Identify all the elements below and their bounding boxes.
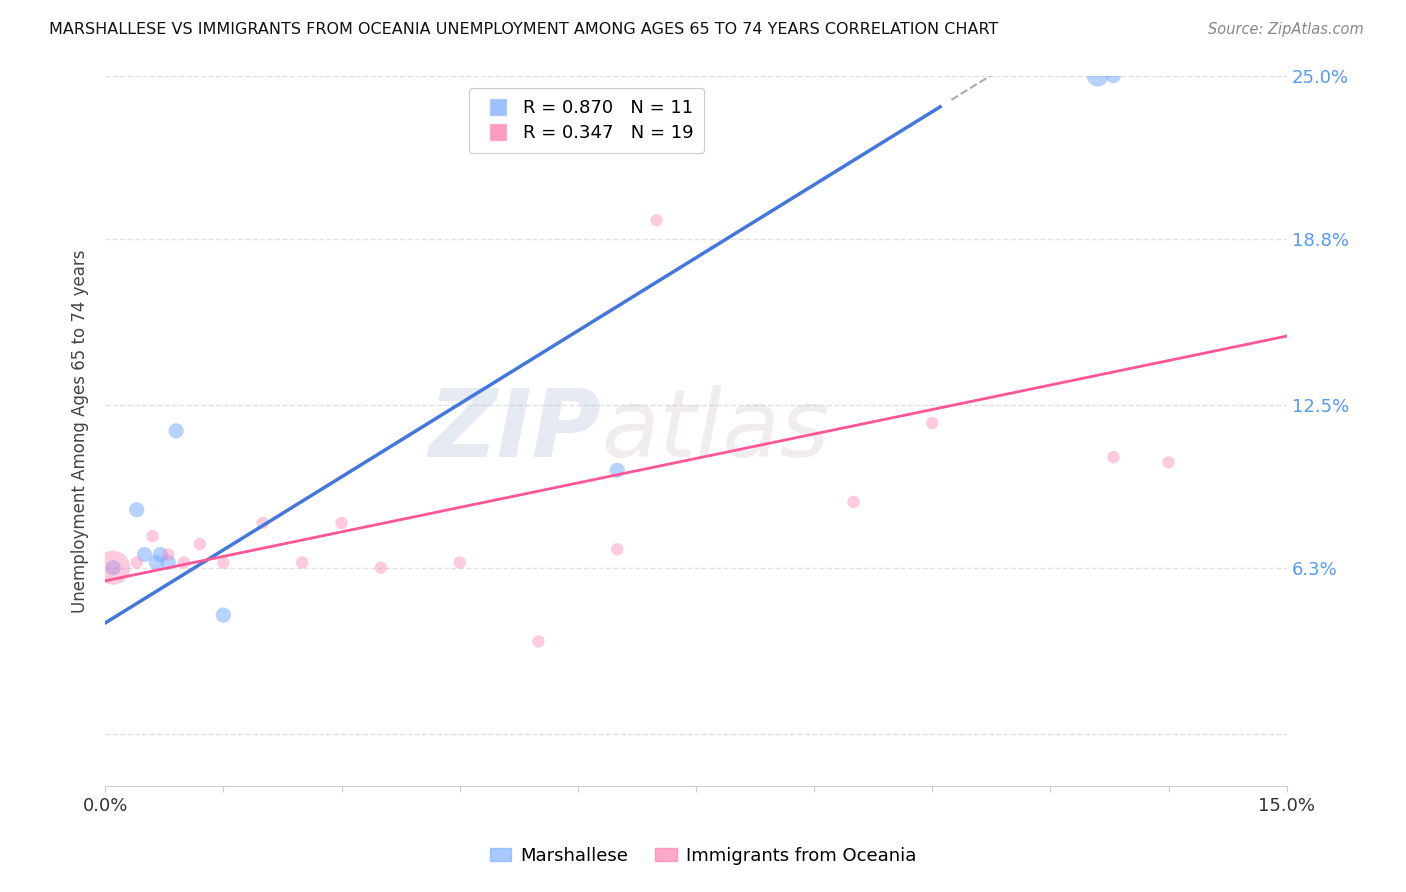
Point <box>291 556 314 570</box>
Point <box>842 495 865 509</box>
Point <box>1102 69 1125 83</box>
Point <box>330 516 353 530</box>
Point <box>101 560 124 574</box>
Point <box>606 542 628 557</box>
Text: atlas: atlas <box>602 385 830 476</box>
Point <box>157 548 180 562</box>
Legend: R = 0.870   N = 11, R = 0.347   N = 19: R = 0.870 N = 11, R = 0.347 N = 19 <box>468 88 704 153</box>
Point <box>141 529 163 543</box>
Y-axis label: Unemployment Among Ages 65 to 74 years: Unemployment Among Ages 65 to 74 years <box>72 249 89 613</box>
Point <box>145 556 167 570</box>
Point <box>188 537 211 551</box>
Point <box>134 548 156 562</box>
Point <box>645 213 668 227</box>
Point <box>527 634 550 648</box>
Point <box>370 560 392 574</box>
Point <box>449 556 471 570</box>
Point <box>173 556 195 570</box>
Point <box>1157 455 1180 469</box>
Point <box>125 556 148 570</box>
Point <box>149 548 172 562</box>
Point <box>1087 69 1109 83</box>
Point <box>921 416 943 430</box>
Point <box>212 556 235 570</box>
Point <box>157 556 180 570</box>
Point <box>252 516 274 530</box>
Point <box>212 608 235 623</box>
Point <box>606 463 628 477</box>
Point <box>1102 450 1125 465</box>
Text: MARSHALLESE VS IMMIGRANTS FROM OCEANIA UNEMPLOYMENT AMONG AGES 65 TO 74 YEARS CO: MARSHALLESE VS IMMIGRANTS FROM OCEANIA U… <box>49 22 998 37</box>
Point <box>165 424 187 438</box>
Point <box>101 560 124 574</box>
Text: Source: ZipAtlas.com: Source: ZipAtlas.com <box>1208 22 1364 37</box>
Text: ZIP: ZIP <box>429 384 602 477</box>
Point <box>125 503 148 517</box>
Legend: Marshallese, Immigrants from Oceania: Marshallese, Immigrants from Oceania <box>482 840 924 872</box>
